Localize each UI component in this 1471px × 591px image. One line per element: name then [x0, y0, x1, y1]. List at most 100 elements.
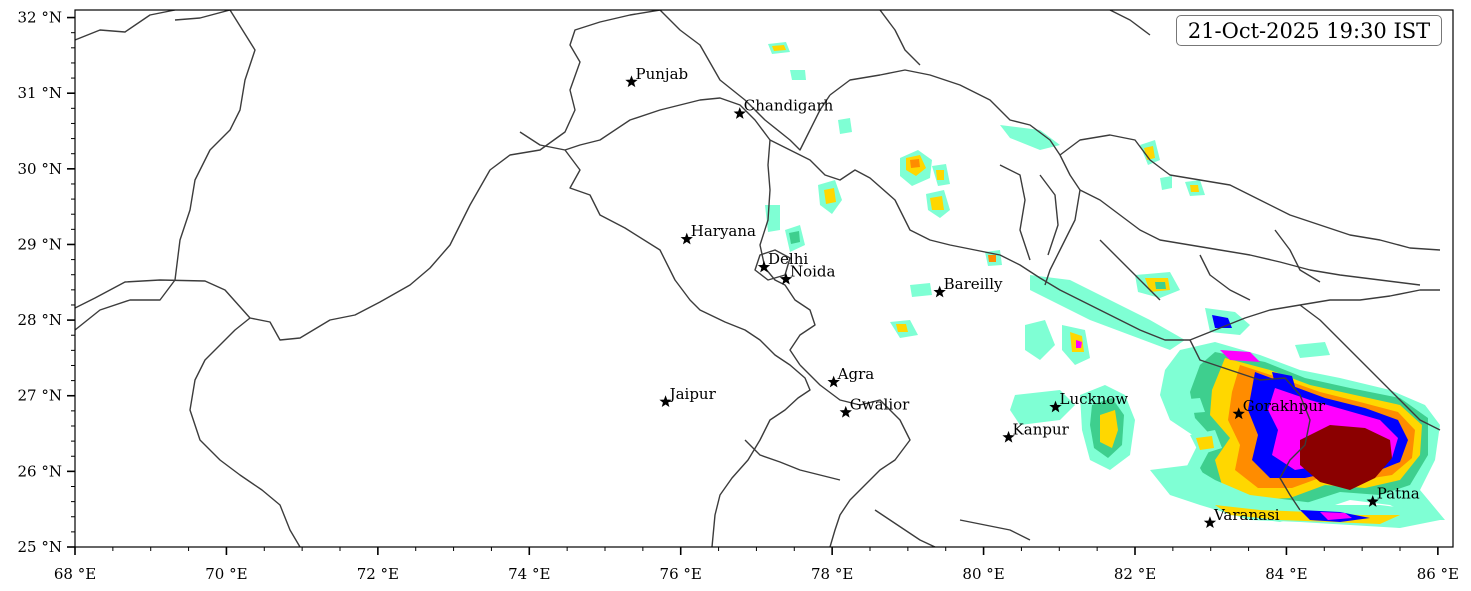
echo-1270 — [1295, 342, 1330, 358]
city-label: Chandigarh — [744, 97, 834, 115]
city-punjab: Punjab — [625, 65, 689, 88]
timestamp-label: 21-Oct-2025 19:30 IST — [1176, 15, 1442, 46]
city-agra: Agra — [827, 365, 875, 388]
star-icon — [1203, 516, 1217, 529]
boundary-nepal-inner1 — [1059, 134, 1441, 251]
city-label: Agra — [837, 365, 875, 383]
x-tick-label: 68 °E — [54, 565, 96, 583]
boundaries — [75, 10, 1441, 547]
star-icon — [680, 232, 693, 245]
city-label: Bareilly — [944, 275, 1003, 293]
city-label: Gwalior — [850, 395, 910, 413]
echo-uk6g — [789, 231, 800, 244]
echo-nepal3 — [1160, 176, 1172, 190]
echo-uk1o — [910, 159, 920, 168]
x-tick-label: 78 °E — [811, 565, 853, 583]
y-tick-label: 29 °N — [18, 235, 62, 253]
x-tick-label: 80 °E — [962, 565, 1004, 583]
echo-top2 — [790, 70, 806, 80]
boundary-mp-up — [799, 364, 911, 547]
y-tick-label: 28 °N — [18, 311, 62, 329]
city-gwalior: Gwalior — [839, 395, 910, 418]
boundary-haryana — [564, 97, 816, 366]
city-label: Punjab — [636, 65, 689, 83]
boundary-nepal-inner2 — [1079, 189, 1421, 286]
boundary-gujarat — [189, 317, 301, 547]
echo-uk5y — [772, 45, 786, 51]
echo-band-south — [1150, 465, 1440, 528]
boundary-bihar-east — [1299, 304, 1441, 431]
echo-east-core — [1300, 425, 1392, 490]
echo-1230 — [1220, 350, 1260, 362]
echo-top3 — [838, 118, 852, 134]
star-icon — [757, 260, 771, 273]
x-tick-label: 76 °E — [660, 565, 702, 583]
echo-1270b — [1272, 372, 1296, 390]
city-jaipur: Jaipur — [659, 385, 717, 408]
city-gorakhpur: Gorakhpur — [1232, 397, 1326, 420]
city-delhi: Delhi — [757, 250, 808, 273]
city-label: Lucknow — [1060, 390, 1129, 408]
echo-top1 — [1000, 125, 1060, 150]
boundary-north-edge — [879, 10, 1151, 66]
echo-bareilly1 — [910, 283, 932, 297]
boundary-himalaya — [829, 69, 1081, 286]
city-label: Haryana — [691, 222, 756, 240]
city-label: Noida — [790, 262, 836, 280]
x-tick-label: 70 °E — [205, 565, 247, 583]
city-label: Patna — [1377, 485, 1420, 503]
star-icon — [659, 395, 672, 408]
star-icon — [733, 107, 746, 119]
city-kanpur: Kanpur — [1002, 420, 1070, 443]
echo-lucknow-y — [1100, 410, 1118, 448]
city-noida: Noida — [779, 262, 836, 285]
boundary-rj-mp — [519, 131, 811, 547]
city-haryana: Haryana — [680, 222, 756, 245]
star-icon — [779, 272, 793, 285]
echo-band-mag — [1320, 512, 1352, 520]
y-tick-label: 27 °N — [18, 387, 62, 405]
axis-ticks: 68 °E 70 °E 72 °E 74 °E 76 °E 78 °E 80 °E 82 °E… — [18, 9, 1459, 583]
boundary-rajasthan-west — [75, 10, 256, 281]
star-icon — [625, 75, 638, 88]
star-icon — [1366, 495, 1379, 507]
boundary-delhi — [754, 249, 791, 281]
boundary-mp-inner — [744, 439, 1031, 547]
star-icon — [1049, 400, 1062, 413]
star-icon — [1002, 430, 1015, 443]
echo-1180 — [1178, 398, 1205, 414]
y-tick-label: 31 °N — [18, 84, 62, 102]
star-icon — [1232, 407, 1245, 420]
star-icon — [839, 405, 852, 418]
x-tick-label: 74 °E — [508, 565, 550, 583]
echo-1150g — [1155, 282, 1166, 289]
plot-frame — [74, 9, 1454, 548]
x-tick-label: 82 °E — [1114, 565, 1156, 583]
boundary-pak-west — [75, 10, 661, 341]
x-tick-label: 72 °E — [357, 565, 399, 583]
y-tick-label: 25 °N — [18, 538, 62, 556]
city-label: Delhi — [768, 250, 808, 268]
boundary-pak-north — [659, 10, 831, 151]
echo-1080m — [1076, 340, 1082, 348]
y-tick-label: 32 °N — [18, 9, 62, 27]
city-varanasi: Varanasi — [1203, 506, 1280, 529]
boundary-sindh — [75, 279, 176, 331]
y-tick-label: 30 °N — [18, 160, 62, 178]
echo-uk2y — [930, 196, 944, 210]
echo-uk7 — [765, 205, 780, 232]
city-label: Gorakhpur — [1243, 397, 1326, 415]
echo-1000y — [988, 255, 996, 262]
city-patna: Patna — [1366, 485, 1420, 507]
y-tick-label: 26 °N — [18, 462, 62, 480]
star-icon — [933, 285, 946, 298]
boundary-bihar — [1189, 339, 1311, 511]
echo-band-north2 — [1025, 320, 1055, 360]
city-bareilly: Bareilly — [933, 275, 1003, 298]
star-icon — [827, 375, 840, 388]
x-tick-label: 84 °E — [1265, 565, 1307, 583]
boundary-nepal-inner3 — [999, 164, 1321, 301]
echo-uk3y — [936, 170, 944, 180]
